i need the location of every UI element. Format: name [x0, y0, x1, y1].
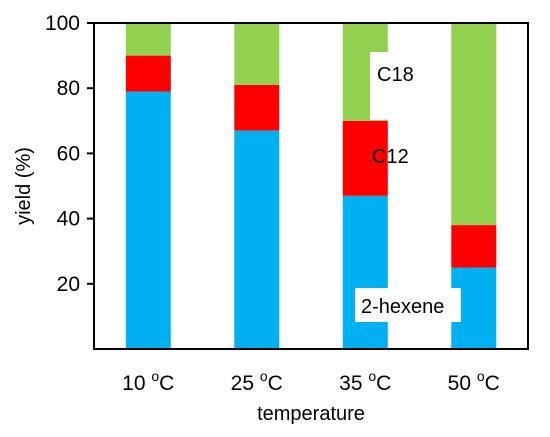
series-label-box — [355, 288, 461, 322]
x-tick-label: 10 oC — [122, 368, 174, 395]
x-tick-label: 50 oC — [448, 368, 500, 395]
bar-segment-2-hexene-3 — [342, 195, 388, 349]
bar-segment-c12-3 — [342, 120, 388, 196]
y-axis-title: yield (%) — [13, 147, 35, 225]
series-label-box — [370, 52, 420, 120]
y-tick-label: 80 — [57, 77, 80, 100]
bars-group — [125, 23, 497, 349]
series-label-2-hexene: 2-hexene — [361, 296, 444, 318]
y-tick-label: 40 — [57, 208, 80, 231]
bar-segment-c12-4 — [451, 225, 497, 268]
series-labels-group: C18 C12 2-hexene — [355, 52, 461, 322]
bar-segment-c18-2 — [234, 23, 280, 85]
bar-segment-c18-4 — [451, 23, 497, 226]
x-tick-label: 25 oC — [231, 368, 283, 395]
y-tick-label: 20 — [57, 273, 80, 296]
bar-segment-2-hexene-1 — [125, 91, 171, 349]
x-ticks-group: 10 oC 25 oC 35 oC 50 oC — [122, 368, 500, 395]
x-axis-title: temperature — [257, 403, 365, 425]
y-ticks-group: 20 40 60 80 100 — [45, 12, 94, 296]
x-tick-label: 35 oC — [339, 368, 391, 395]
series-label-c12: C12 — [372, 146, 409, 168]
plot-frame — [93, 22, 529, 350]
bar-segment-c12-2 — [234, 84, 280, 131]
bar-segment-2-hexene-2 — [234, 130, 280, 349]
bar-segment-c12-1 — [125, 55, 171, 92]
y-tick-label: 100 — [45, 12, 80, 35]
bar-segment-c18-1 — [125, 23, 171, 56]
series-label-c18: C18 — [377, 64, 414, 86]
y-tick-label: 60 — [57, 142, 80, 165]
